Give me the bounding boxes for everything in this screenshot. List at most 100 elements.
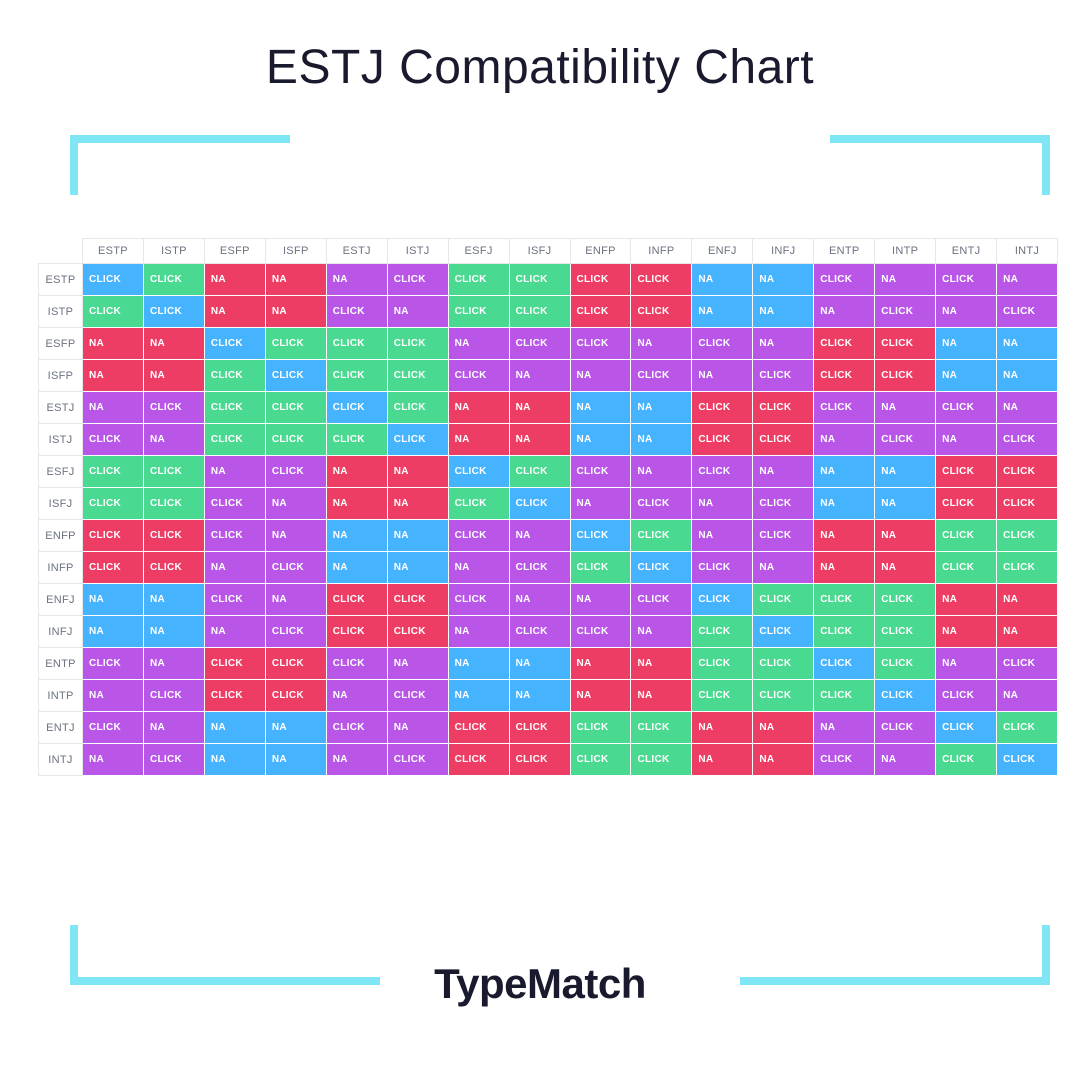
compatibility-cell[interactable]: NA: [753, 744, 814, 776]
compatibility-cell[interactable]: CLICK: [204, 424, 265, 456]
compatibility-cell[interactable]: NA: [997, 616, 1058, 648]
compatibility-cell[interactable]: NA: [509, 584, 570, 616]
compatibility-cell[interactable]: CLICK: [448, 264, 509, 296]
compatibility-cell[interactable]: NA: [570, 680, 631, 712]
compatibility-cell[interactable]: CLICK: [997, 744, 1058, 776]
compatibility-cell[interactable]: NA: [204, 456, 265, 488]
compatibility-cell[interactable]: CLICK: [326, 360, 387, 392]
compatibility-cell[interactable]: NA: [570, 648, 631, 680]
compatibility-cell[interactable]: CLICK: [570, 264, 631, 296]
compatibility-cell[interactable]: CLICK: [143, 680, 204, 712]
compatibility-cell[interactable]: NA: [83, 680, 144, 712]
compatibility-cell[interactable]: NA: [509, 520, 570, 552]
compatibility-cell[interactable]: NA: [570, 584, 631, 616]
compatibility-cell[interactable]: CLICK: [204, 328, 265, 360]
compatibility-cell[interactable]: NA: [204, 616, 265, 648]
compatibility-cell[interactable]: NA: [326, 552, 387, 584]
compatibility-cell[interactable]: NA: [631, 424, 692, 456]
compatibility-cell[interactable]: NA: [387, 712, 448, 744]
compatibility-cell[interactable]: CLICK: [814, 328, 875, 360]
compatibility-cell[interactable]: NA: [753, 552, 814, 584]
compatibility-cell[interactable]: NA: [387, 296, 448, 328]
compatibility-cell[interactable]: CLICK: [997, 456, 1058, 488]
compatibility-cell[interactable]: NA: [631, 680, 692, 712]
compatibility-cell[interactable]: NA: [875, 392, 936, 424]
compatibility-cell[interactable]: NA: [204, 744, 265, 776]
compatibility-cell[interactable]: CLICK: [326, 648, 387, 680]
compatibility-cell[interactable]: CLICK: [448, 744, 509, 776]
compatibility-cell[interactable]: CLICK: [753, 424, 814, 456]
compatibility-cell[interactable]: CLICK: [570, 328, 631, 360]
compatibility-cell[interactable]: CLICK: [326, 584, 387, 616]
compatibility-cell[interactable]: NA: [631, 456, 692, 488]
compatibility-cell[interactable]: CLICK: [83, 520, 144, 552]
compatibility-cell[interactable]: CLICK: [83, 424, 144, 456]
compatibility-cell[interactable]: NA: [936, 584, 997, 616]
compatibility-cell[interactable]: NA: [692, 520, 753, 552]
compatibility-cell[interactable]: CLICK: [753, 680, 814, 712]
compatibility-cell[interactable]: NA: [814, 424, 875, 456]
compatibility-cell[interactable]: NA: [875, 744, 936, 776]
compatibility-cell[interactable]: NA: [448, 648, 509, 680]
compatibility-cell[interactable]: CLICK: [83, 488, 144, 520]
compatibility-cell[interactable]: CLICK: [265, 424, 326, 456]
compatibility-cell[interactable]: NA: [875, 264, 936, 296]
compatibility-cell[interactable]: CLICK: [631, 520, 692, 552]
compatibility-cell[interactable]: NA: [692, 744, 753, 776]
compatibility-cell[interactable]: NA: [936, 296, 997, 328]
compatibility-cell[interactable]: CLICK: [448, 456, 509, 488]
compatibility-cell[interactable]: CLICK: [997, 648, 1058, 680]
compatibility-cell[interactable]: NA: [265, 264, 326, 296]
compatibility-cell[interactable]: NA: [753, 712, 814, 744]
compatibility-cell[interactable]: NA: [997, 584, 1058, 616]
compatibility-cell[interactable]: NA: [448, 680, 509, 712]
compatibility-cell[interactable]: CLICK: [509, 264, 570, 296]
compatibility-cell[interactable]: NA: [631, 392, 692, 424]
compatibility-cell[interactable]: CLICK: [265, 616, 326, 648]
compatibility-cell[interactable]: CLICK: [265, 360, 326, 392]
compatibility-cell[interactable]: CLICK: [753, 360, 814, 392]
compatibility-cell[interactable]: NA: [143, 424, 204, 456]
compatibility-cell[interactable]: CLICK: [936, 744, 997, 776]
compatibility-cell[interactable]: CLICK: [875, 328, 936, 360]
compatibility-cell[interactable]: CLICK: [936, 392, 997, 424]
compatibility-cell[interactable]: CLICK: [143, 296, 204, 328]
compatibility-cell[interactable]: CLICK: [875, 648, 936, 680]
compatibility-cell[interactable]: CLICK: [753, 488, 814, 520]
compatibility-cell[interactable]: NA: [814, 456, 875, 488]
compatibility-cell[interactable]: NA: [448, 392, 509, 424]
compatibility-cell[interactable]: CLICK: [83, 648, 144, 680]
compatibility-cell[interactable]: NA: [936, 328, 997, 360]
compatibility-cell[interactable]: CLICK: [631, 488, 692, 520]
compatibility-cell[interactable]: NA: [448, 424, 509, 456]
compatibility-cell[interactable]: NA: [326, 456, 387, 488]
compatibility-cell[interactable]: CLICK: [875, 360, 936, 392]
compatibility-cell[interactable]: NA: [814, 712, 875, 744]
compatibility-cell[interactable]: CLICK: [814, 680, 875, 712]
compatibility-cell[interactable]: CLICK: [875, 616, 936, 648]
compatibility-cell[interactable]: NA: [814, 552, 875, 584]
compatibility-cell[interactable]: CLICK: [387, 424, 448, 456]
compatibility-cell[interactable]: NA: [692, 360, 753, 392]
compatibility-cell[interactable]: CLICK: [265, 392, 326, 424]
compatibility-cell[interactable]: CLICK: [387, 264, 448, 296]
compatibility-cell[interactable]: CLICK: [83, 712, 144, 744]
compatibility-cell[interactable]: NA: [936, 424, 997, 456]
compatibility-cell[interactable]: NA: [875, 488, 936, 520]
compatibility-cell[interactable]: CLICK: [997, 520, 1058, 552]
compatibility-cell[interactable]: CLICK: [143, 552, 204, 584]
compatibility-cell[interactable]: NA: [448, 616, 509, 648]
compatibility-cell[interactable]: CLICK: [83, 552, 144, 584]
compatibility-cell[interactable]: CLICK: [692, 456, 753, 488]
compatibility-cell[interactable]: CLICK: [570, 744, 631, 776]
compatibility-cell[interactable]: CLICK: [997, 552, 1058, 584]
compatibility-cell[interactable]: CLICK: [631, 712, 692, 744]
compatibility-cell[interactable]: NA: [204, 264, 265, 296]
compatibility-cell[interactable]: CLICK: [631, 744, 692, 776]
compatibility-cell[interactable]: CLICK: [204, 392, 265, 424]
compatibility-cell[interactable]: CLICK: [143, 744, 204, 776]
compatibility-cell[interactable]: CLICK: [631, 360, 692, 392]
compatibility-cell[interactable]: NA: [143, 328, 204, 360]
compatibility-cell[interactable]: NA: [753, 296, 814, 328]
compatibility-cell[interactable]: NA: [143, 360, 204, 392]
